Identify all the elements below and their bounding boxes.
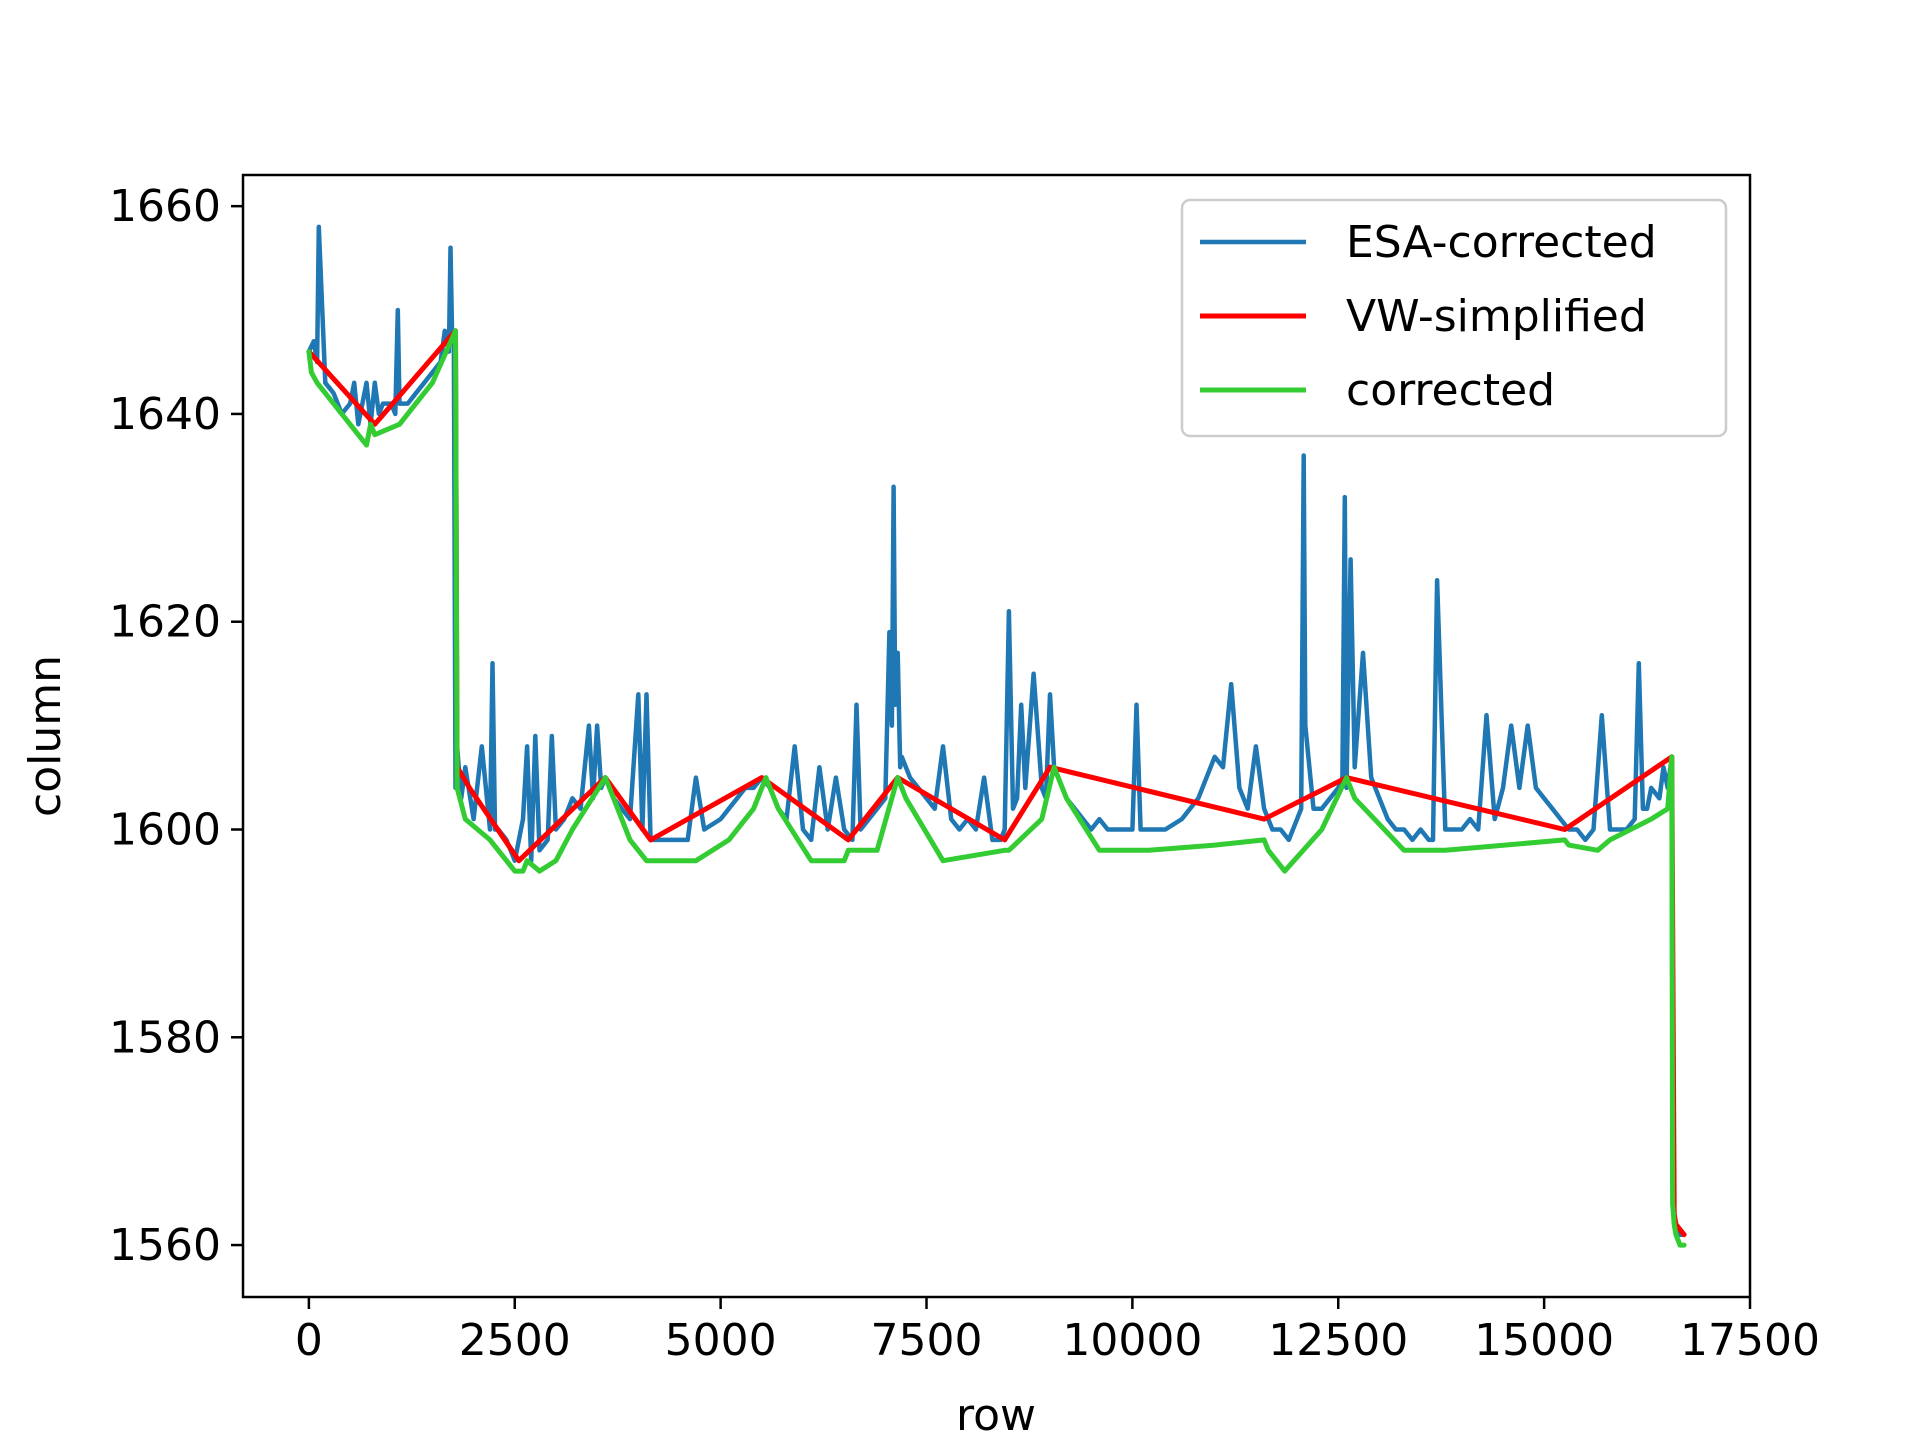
y-axis-label: column	[20, 655, 71, 817]
y-tick-label: 1660	[109, 181, 221, 232]
x-tick-label: 15000	[1474, 1315, 1614, 1366]
legend: ESA-corrected VW-simplified corrected	[1180, 198, 1728, 438]
y-tick-label: 1620	[109, 597, 221, 648]
y-tick-label: 1640	[109, 389, 221, 440]
x-tick-label: 5000	[665, 1315, 777, 1366]
x-tick-label: 17500	[1680, 1315, 1820, 1366]
series-line-esa-corrected	[306, 224, 1687, 1237]
legend-label: ESA-corrected	[1346, 217, 1657, 268]
y-axis: 1560 1580 1600 1620 1640 1660	[109, 181, 243, 1271]
x-tick-label: 0	[295, 1315, 323, 1366]
y-tick-label: 1560	[109, 1220, 221, 1271]
x-tick-label: 2500	[459, 1315, 571, 1366]
legend-label: VW-simplified	[1346, 291, 1647, 342]
y-tick-label: 1580	[109, 1012, 221, 1063]
x-axis-label: row	[956, 1390, 1036, 1440]
y-tick-label: 1600	[109, 805, 221, 856]
series-line-corrected	[306, 328, 1687, 1248]
legend-box	[1180, 198, 1728, 438]
legend-label: corrected	[1346, 365, 1555, 416]
x-tick-label: 7500	[871, 1315, 983, 1366]
x-axis: 0 2500 5000 7500 10000 12500 15000 17500	[295, 1297, 1820, 1366]
axes-frame	[241, 173, 1752, 1299]
x-tick-label: 10000	[1062, 1315, 1202, 1366]
series-layer	[306, 224, 1687, 1248]
x-tick-label: 12500	[1268, 1315, 1408, 1366]
